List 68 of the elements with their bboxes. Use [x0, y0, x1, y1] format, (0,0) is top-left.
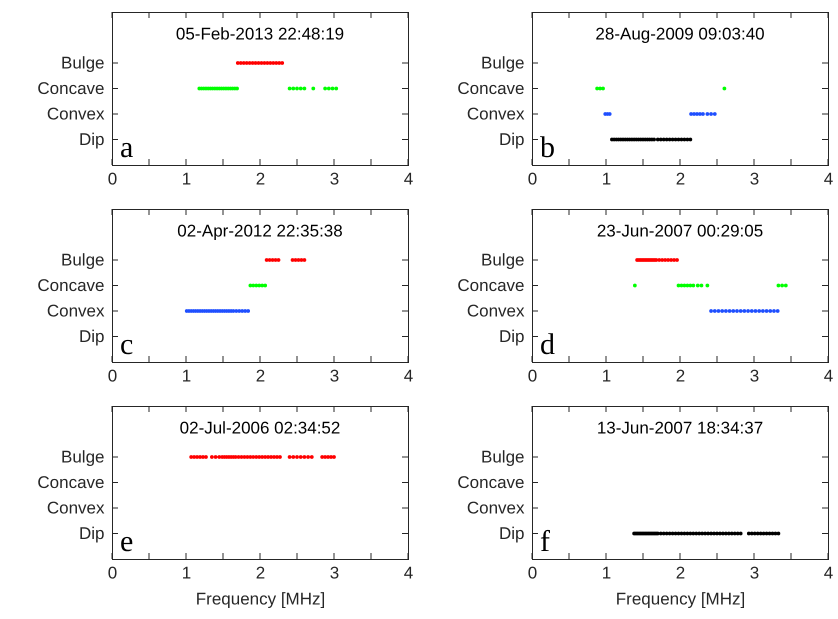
x-tick-label: 3 [750, 564, 760, 582]
x-tick-label: 0 [528, 170, 538, 188]
x-tick-label: 2 [676, 564, 686, 582]
x-tick-label: 2 [256, 366, 266, 386]
x-tick-label: 0 [108, 170, 118, 188]
x-tick-label: 3 [330, 564, 340, 582]
y-tick-label: Dip [498, 130, 524, 149]
y-tick-label: Bulge [481, 448, 524, 466]
annotation: f [540, 525, 550, 558]
y-tick-label: Concave [457, 276, 524, 295]
x-tick-label: 4 [404, 366, 414, 386]
y-tick-label: Convex [46, 498, 105, 518]
x-tick-label: 1 [182, 170, 192, 188]
x-tick-label: 4 [824, 170, 834, 188]
x-tick-label: 4 [824, 366, 834, 386]
y-tick-label: Dip [78, 327, 104, 346]
x-tick-label: 2 [676, 366, 686, 386]
x-tick-label: 1 [602, 366, 612, 386]
y-tick-label: Bulge [481, 54, 524, 72]
x-tick-label: 0 [108, 366, 118, 386]
y-tick-label: Concave [37, 473, 104, 492]
y-tick-label: Convex [46, 104, 105, 124]
chart-title: 02-Apr-2012 22:35:38 [177, 222, 343, 240]
x-tick-label: 4 [824, 564, 834, 582]
annotation: a [120, 131, 134, 164]
chart-title: 02-Jul-2006 02:34:52 [180, 418, 340, 438]
x-tick-label: 1 [182, 366, 192, 386]
x-tick-label: 0 [108, 564, 118, 582]
annotation: e [120, 525, 134, 558]
x-tick-label: 4 [404, 564, 414, 582]
x-tick-label: 1 [602, 170, 612, 188]
chart-title: 23-Jun-2007 00:29:05 [596, 222, 764, 240]
x-tick-label: 3 [330, 170, 340, 188]
y-tick-label: Convex [466, 302, 525, 320]
y-tick-label: Convex [466, 498, 525, 518]
x-tick-label: 2 [256, 170, 266, 188]
y-tick-label: Dip [498, 524, 524, 543]
y-tick-label: Concave [457, 79, 524, 98]
x-tick-label: 2 [256, 564, 266, 582]
y-tick-label: Bulge [61, 54, 104, 72]
y-tick-label: Convex [46, 302, 105, 320]
chart-title: 13-Jun-2007 18:34:37 [596, 418, 764, 438]
annotation: c [120, 328, 134, 361]
y-tick-label: Dip [498, 327, 524, 346]
chart-title: 05-Feb-2013 22:48:19 [176, 24, 344, 44]
x-tick-label: 1 [182, 564, 192, 582]
x-tick-label: 0 [528, 564, 538, 582]
y-tick-label: Bulge [481, 250, 524, 270]
y-tick-label: Convex [466, 104, 525, 124]
annotation: b [540, 131, 555, 164]
x-tick-label: 2 [676, 170, 686, 188]
y-tick-label: Dip [78, 130, 104, 149]
x-tick-label: 3 [750, 170, 760, 188]
x-axis-title: Frequency [MHz] [196, 590, 326, 608]
x-tick-label: 3 [330, 366, 340, 386]
x-tick-label: 4 [404, 170, 414, 188]
x-tick-label: 0 [528, 366, 538, 386]
x-tick-label: 3 [750, 366, 760, 386]
y-tick-label: Concave [37, 79, 104, 98]
y-tick-label: Concave [37, 276, 104, 295]
chart-title: 28-Aug-2009 09:03:40 [595, 24, 765, 44]
x-axis-title: Frequency [MHz] [616, 590, 746, 608]
annotation: d [540, 328, 555, 361]
y-tick-label: Bulge [61, 250, 104, 270]
y-tick-label: Concave [457, 473, 524, 492]
y-tick-label: Dip [78, 524, 104, 543]
x-tick-label: 1 [602, 564, 612, 582]
y-tick-label: Bulge [61, 448, 104, 466]
